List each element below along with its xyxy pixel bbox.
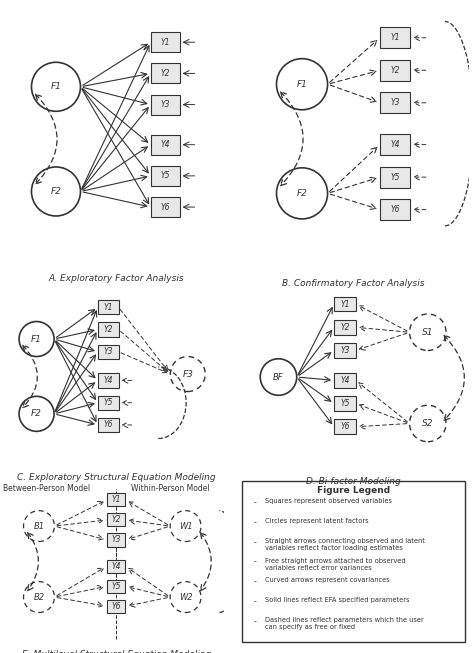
Text: Straight arrows connecting observed and latent
variables reflect factor loading : Straight arrows connecting observed and … xyxy=(265,538,425,551)
Text: Y1: Y1 xyxy=(390,33,400,42)
FancyBboxPatch shape xyxy=(107,534,126,547)
FancyBboxPatch shape xyxy=(107,513,126,526)
Text: -: - xyxy=(253,538,256,547)
Text: Free straight arrows attached to observed
variables reflect error variances: Free straight arrows attached to observe… xyxy=(265,558,405,571)
Text: -: - xyxy=(253,577,256,586)
Text: S2: S2 xyxy=(422,419,434,428)
FancyBboxPatch shape xyxy=(151,63,180,84)
FancyBboxPatch shape xyxy=(334,373,356,388)
FancyBboxPatch shape xyxy=(380,134,410,155)
Text: -: - xyxy=(253,498,256,507)
Text: Y3: Y3 xyxy=(111,535,121,545)
FancyBboxPatch shape xyxy=(107,560,126,573)
Text: -: - xyxy=(253,597,256,606)
FancyBboxPatch shape xyxy=(98,374,118,388)
Text: -: - xyxy=(253,518,256,527)
Text: BF: BF xyxy=(273,372,284,381)
Text: Within-Person Model: Within-Person Model xyxy=(131,485,210,494)
FancyBboxPatch shape xyxy=(334,296,356,311)
FancyBboxPatch shape xyxy=(98,396,118,410)
Text: B. Confirmatory Factor Analysis: B. Confirmatory Factor Analysis xyxy=(282,279,424,289)
Text: F1: F1 xyxy=(51,82,62,91)
FancyBboxPatch shape xyxy=(151,95,180,115)
Text: Figure Legend: Figure Legend xyxy=(317,486,390,495)
Text: Y4: Y4 xyxy=(111,562,121,571)
FancyBboxPatch shape xyxy=(334,396,356,411)
Text: Y5: Y5 xyxy=(160,171,170,180)
Text: W1: W1 xyxy=(179,522,192,531)
Text: Y6: Y6 xyxy=(160,202,170,212)
FancyBboxPatch shape xyxy=(107,493,126,507)
Text: F1: F1 xyxy=(31,334,42,343)
Text: Y5: Y5 xyxy=(390,172,400,182)
Text: B1: B1 xyxy=(33,522,45,531)
FancyBboxPatch shape xyxy=(380,92,410,113)
Text: Y1: Y1 xyxy=(160,38,170,47)
FancyBboxPatch shape xyxy=(380,199,410,220)
FancyBboxPatch shape xyxy=(380,167,410,187)
FancyBboxPatch shape xyxy=(334,343,356,358)
Text: Y2: Y2 xyxy=(340,323,350,332)
Text: Y3: Y3 xyxy=(390,99,400,107)
Text: -: - xyxy=(253,617,256,626)
Text: C. Exploratory Structural Equation Modeling: C. Exploratory Structural Equation Model… xyxy=(17,473,216,482)
Text: Y5: Y5 xyxy=(340,399,350,408)
Text: F3: F3 xyxy=(182,370,193,379)
Text: F1: F1 xyxy=(297,80,308,89)
FancyBboxPatch shape xyxy=(380,60,410,81)
Text: Y2: Y2 xyxy=(390,66,400,75)
FancyBboxPatch shape xyxy=(98,345,118,359)
Text: Solid lines reflect EFA specified parameters: Solid lines reflect EFA specified parame… xyxy=(265,597,410,603)
Text: B2: B2 xyxy=(33,592,45,601)
Text: Y3: Y3 xyxy=(160,100,170,109)
Text: Between-Person Model: Between-Person Model xyxy=(3,485,90,494)
Text: A. Exploratory Factor Analysis: A. Exploratory Factor Analysis xyxy=(48,274,184,283)
Text: Y1: Y1 xyxy=(340,300,350,308)
Text: Y4: Y4 xyxy=(160,140,170,149)
Text: Y6: Y6 xyxy=(103,421,113,430)
Text: Y4: Y4 xyxy=(340,376,350,385)
Text: Y1: Y1 xyxy=(111,496,121,504)
Text: Y4: Y4 xyxy=(390,140,400,149)
Text: Y2: Y2 xyxy=(111,515,121,524)
Text: Y2: Y2 xyxy=(103,325,113,334)
FancyBboxPatch shape xyxy=(98,300,118,314)
Text: Y2: Y2 xyxy=(160,69,170,78)
FancyBboxPatch shape xyxy=(380,27,410,48)
Text: Y3: Y3 xyxy=(340,346,350,355)
FancyBboxPatch shape xyxy=(98,418,118,432)
Text: Circles represent latent factors: Circles represent latent factors xyxy=(265,518,368,524)
Text: Y4: Y4 xyxy=(103,376,113,385)
Text: Y6: Y6 xyxy=(340,422,350,431)
Text: Squares represent observed variables: Squares represent observed variables xyxy=(265,498,392,504)
FancyBboxPatch shape xyxy=(107,580,126,593)
Text: Y6: Y6 xyxy=(390,205,400,214)
Text: F2: F2 xyxy=(51,187,62,196)
FancyBboxPatch shape xyxy=(334,419,356,434)
Text: F2: F2 xyxy=(31,409,42,419)
FancyBboxPatch shape xyxy=(151,135,180,155)
Text: -: - xyxy=(253,558,256,567)
Text: F2: F2 xyxy=(297,189,308,198)
Text: Y1: Y1 xyxy=(103,303,113,311)
Text: S1: S1 xyxy=(422,328,434,337)
Text: Y6: Y6 xyxy=(111,602,121,611)
Text: Curved arrows represent covariances: Curved arrows represent covariances xyxy=(265,577,390,583)
Text: W2: W2 xyxy=(179,592,192,601)
FancyBboxPatch shape xyxy=(334,320,356,335)
Text: E. Multilevel Structural Equation Modeling: E. Multilevel Structural Equation Modeli… xyxy=(21,650,211,653)
Text: Y3: Y3 xyxy=(103,347,113,357)
FancyBboxPatch shape xyxy=(107,599,126,613)
FancyBboxPatch shape xyxy=(151,32,180,52)
Text: Dashed lines reflect parameters which the user
can specify as free or fixed: Dashed lines reflect parameters which th… xyxy=(265,617,424,630)
FancyBboxPatch shape xyxy=(98,323,118,337)
Text: Y5: Y5 xyxy=(103,398,113,407)
Text: D. Bi-factor Modeling: D. Bi-factor Modeling xyxy=(306,477,401,486)
FancyBboxPatch shape xyxy=(151,166,180,186)
Text: Y5: Y5 xyxy=(111,582,121,591)
FancyBboxPatch shape xyxy=(151,197,180,217)
